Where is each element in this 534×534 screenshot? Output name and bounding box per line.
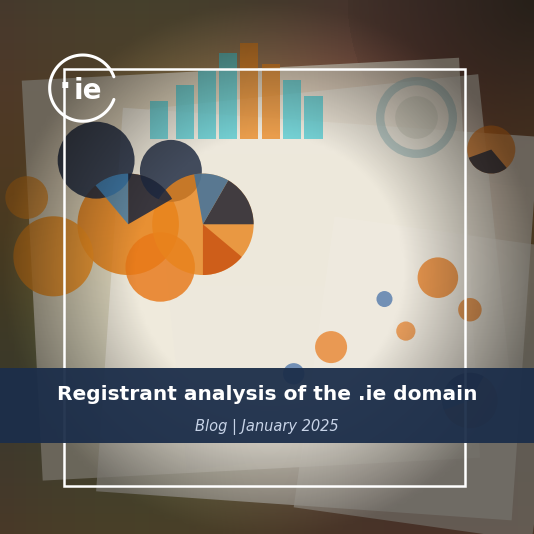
Wedge shape bbox=[469, 150, 507, 174]
Circle shape bbox=[458, 298, 482, 321]
Circle shape bbox=[125, 232, 195, 302]
Bar bbox=[304, 96, 323, 139]
Circle shape bbox=[77, 174, 179, 275]
Wedge shape bbox=[96, 174, 128, 224]
Circle shape bbox=[376, 291, 392, 307]
Text: Registrant analysis of the .ie domain: Registrant analysis of the .ie domain bbox=[57, 385, 477, 404]
Bar bbox=[150, 101, 168, 139]
Bar bbox=[64, 69, 465, 486]
Circle shape bbox=[396, 321, 415, 341]
Bar bbox=[294, 216, 534, 534]
Circle shape bbox=[283, 363, 304, 384]
Wedge shape bbox=[194, 174, 229, 224]
Bar bbox=[198, 69, 216, 139]
Bar bbox=[149, 74, 516, 470]
Wedge shape bbox=[442, 383, 470, 410]
Circle shape bbox=[467, 125, 515, 174]
Circle shape bbox=[140, 140, 202, 202]
Text: Blog | January 2025: Blog | January 2025 bbox=[195, 419, 339, 435]
Text: .: . bbox=[58, 62, 71, 95]
Text: ie: ie bbox=[74, 77, 102, 105]
Wedge shape bbox=[203, 180, 254, 224]
Bar bbox=[219, 53, 237, 139]
Bar bbox=[240, 43, 258, 139]
Circle shape bbox=[395, 96, 438, 139]
Bar bbox=[22, 58, 480, 481]
Circle shape bbox=[5, 176, 48, 219]
Circle shape bbox=[58, 122, 135, 199]
Bar bbox=[0, 368, 534, 443]
Circle shape bbox=[315, 331, 347, 363]
Circle shape bbox=[152, 174, 254, 275]
Wedge shape bbox=[128, 174, 172, 224]
Bar bbox=[96, 108, 534, 520]
Circle shape bbox=[442, 373, 498, 428]
Bar bbox=[262, 64, 280, 139]
Bar bbox=[176, 85, 194, 139]
Wedge shape bbox=[203, 224, 242, 275]
Circle shape bbox=[418, 257, 458, 298]
Circle shape bbox=[13, 216, 93, 296]
Wedge shape bbox=[449, 373, 484, 400]
Bar bbox=[283, 80, 301, 139]
